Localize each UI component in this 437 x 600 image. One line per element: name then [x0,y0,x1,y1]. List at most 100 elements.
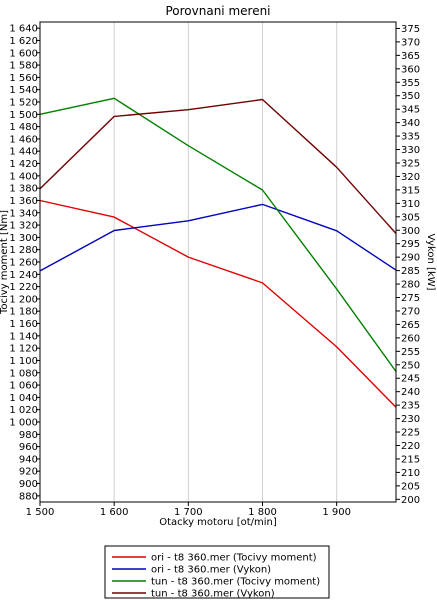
x-tick-label: 1 800 [248,507,277,518]
right-tick-label: 250 [401,360,420,371]
left-tick-label: 1 520 [9,98,38,109]
series-line-3 [39,97,397,372]
right-tick-label: 260 [401,333,420,344]
x-tick-label: 1 700 [174,507,203,518]
left-tick-label: 1 360 [9,196,38,207]
right-tick-label: 325 [401,158,420,169]
left-tick-label: 960 [19,442,38,453]
legend-label: ori - t8 360.mer (Tocivy moment) [151,553,317,564]
right-tick-label: 235 [401,401,420,412]
left-axis-label: Tocivy moment [Nm] [0,210,10,315]
right-axis-label: Vykon [kW] [425,233,436,290]
right-tick-label: 215 [401,454,420,465]
left-tick-label: 1 120 [9,344,38,355]
right-tick-label: 300 [401,226,420,237]
left-tick-label: 1 320 [9,221,38,232]
left-tick-label: 1 020 [9,405,38,416]
right-tick-label: 280 [401,280,420,291]
right-tick-label: 310 [401,199,420,210]
left-tick-label: 1 500 [9,110,38,121]
series-line-2 [39,203,397,272]
right-tick-label: 355 [401,78,420,89]
legend: ori - t8 360.mer (Tocivy moment)ori - t8… [112,553,320,600]
x-axis: 1 500 1 600 1 700 1 800 1 900 [26,502,351,518]
right-tick-label: 335 [401,132,420,143]
left-tick-label: 1 580 [9,61,38,72]
left-tick-label: 1 400 [9,171,38,182]
x-tick-label: 1 900 [322,507,351,518]
right-tick-label: 230 [401,414,420,425]
left-tick-label: 1 420 [9,159,38,170]
plot-area [40,22,396,502]
left-tick-label: 920 [19,467,38,478]
right-tick-label: 255 [401,347,420,358]
right-tick-label: 220 [401,441,420,452]
left-tick-label: 1 280 [9,245,38,256]
right-tick-label: 290 [401,253,420,264]
left-tick-label: 980 [19,430,38,441]
left-tick-label: 1 560 [9,73,38,84]
right-tick-label: 365 [401,51,420,62]
left-tick-label: 1 140 [9,331,38,342]
right-tick-label: 295 [401,239,420,250]
left-tick-label: 1 160 [9,319,38,330]
left-tick-label: 1 240 [9,270,38,281]
right-tick-label: 245 [401,374,420,385]
right-tick-label: 270 [401,306,420,317]
x-axis-label: Otacky motoru [ot/min] [159,517,277,528]
left-tick-label: 940 [19,454,38,465]
right-tick-label: 330 [401,145,420,156]
left-tick-label: 1 040 [9,393,38,404]
right-tick-label: 370 [401,37,420,48]
right-tick-label: 285 [401,266,420,277]
legend-label: ori - t8 360.mer (Vykon) [151,565,271,576]
series-line-1 [39,199,397,408]
left-tick-label: 1 220 [9,282,38,293]
right-tick-label: 225 [401,428,420,439]
left-tick-label: 900 [19,479,38,490]
chart-title: Porovnani mereni [165,4,270,18]
left-tick-label: 1 380 [9,184,38,195]
left-tick-label: 1 080 [9,368,38,379]
legend-label: tun - t8 360.mer (Vykon) [151,589,275,600]
right-axis: 200 205 210 215 220 225 230 235 240 245 250 255 260 2… [396,24,420,506]
left-tick-label: 1 600 [9,48,38,59]
grid-lines [113,22,338,502]
legend-label: tun - t8 360.mer (Tocivy moment) [151,577,320,588]
left-tick-label: 1 480 [9,122,38,133]
left-tick-label: 1 540 [9,85,38,96]
x-tick-label: 1 500 [26,507,55,518]
series-layer [39,97,397,408]
left-tick-label: 880 [19,491,38,502]
right-tick-label: 340 [401,118,420,129]
left-tick-label: 1 000 [9,418,38,429]
series-line-4 [39,98,397,234]
left-tick-label: 1 060 [9,381,38,392]
left-tick-label: 1 620 [9,36,38,47]
right-tick-label: 305 [401,212,420,223]
left-tick-label: 1 180 [9,307,38,318]
right-tick-label: 315 [401,185,420,196]
left-tick-label: 1 300 [9,233,38,244]
right-tick-label: 345 [401,105,420,116]
right-tick-label: 350 [401,91,420,102]
left-tick-label: 1 640 [9,24,38,35]
right-tick-label: 205 [401,481,420,492]
left-tick-label: 1 260 [9,258,38,269]
left-tick-label: 1 340 [9,208,38,219]
left-tick-label: 1 100 [9,356,38,367]
right-tick-label: 360 [401,64,420,75]
right-tick-label: 240 [401,387,420,398]
left-tick-label: 1 440 [9,147,38,158]
right-tick-label: 200 [401,495,420,506]
right-tick-label: 210 [401,468,420,479]
right-tick-label: 320 [401,172,420,183]
x-tick-label: 1 600 [100,507,129,518]
right-tick-label: 265 [401,320,420,331]
left-tick-label: 1 460 [9,134,38,145]
left-tick-label: 1 200 [9,294,38,305]
right-tick-label: 375 [401,24,420,35]
legend-box [104,545,330,599]
